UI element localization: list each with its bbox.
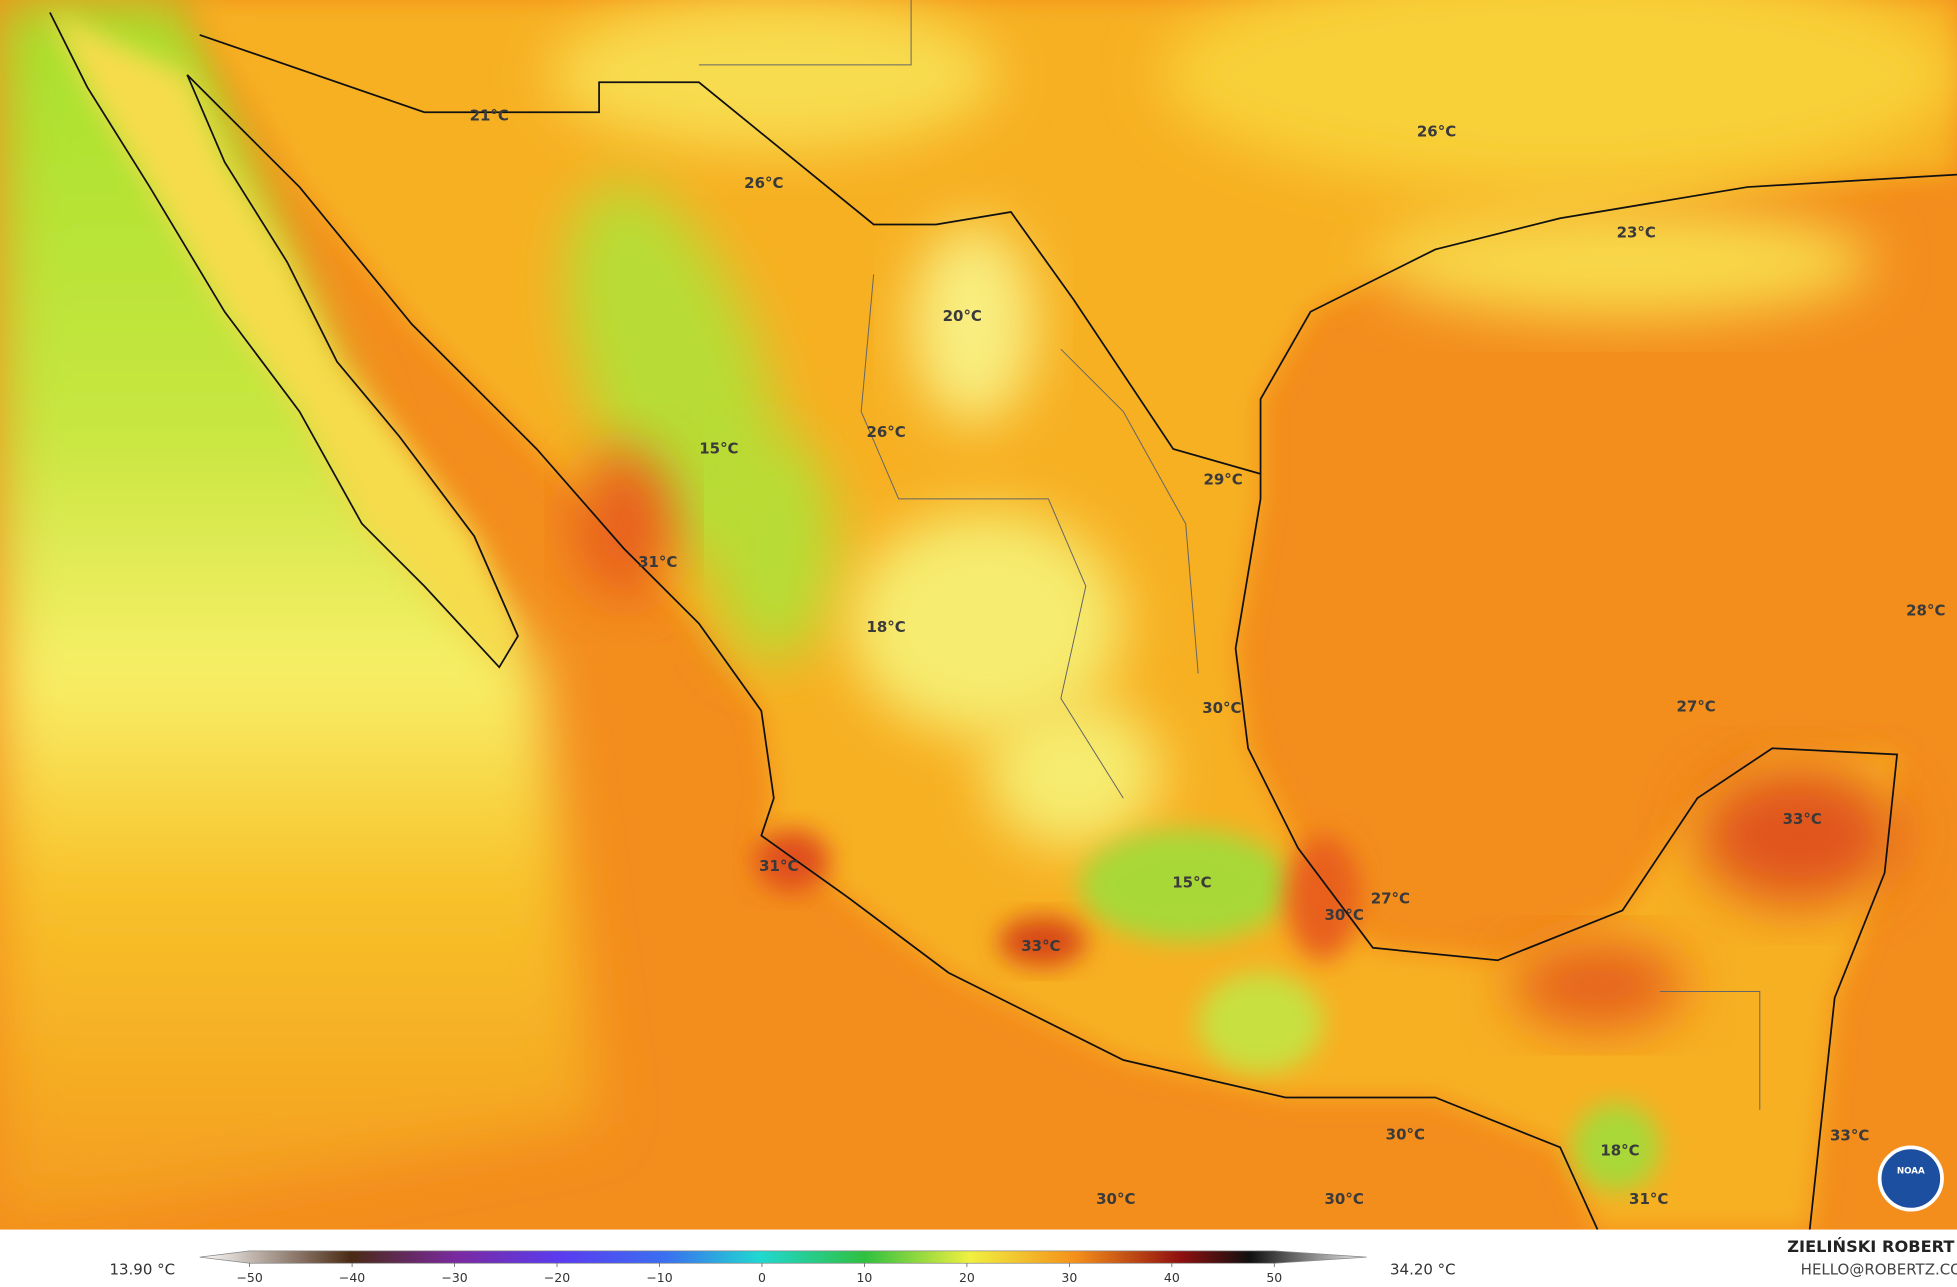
temperature-label: 30°C <box>1325 906 1364 924</box>
temperature-label: 33°C <box>1830 1127 1869 1145</box>
colorbar-tick-label: 0 <box>758 1270 766 1285</box>
temperature-label: 15°C <box>699 439 738 457</box>
noaa-logo: NOAA <box>1877 1145 1944 1212</box>
colorbar-tick-label: −40 <box>339 1270 365 1285</box>
temperature-label: 27°C <box>1676 698 1715 716</box>
author: ZIELIŃSKI ROBERT <box>1787 1237 1954 1256</box>
coastlines <box>49 12 1957 1230</box>
colorbar-tick-label: −30 <box>441 1270 467 1285</box>
temperature-label: 33°C <box>1021 937 1060 955</box>
logo-text: NOAA <box>1897 1167 1925 1177</box>
colorbar-tick-label: 30 <box>1061 1270 1077 1285</box>
temperature-label: 33°C <box>1783 810 1822 828</box>
temperature-label: 29°C <box>1203 471 1242 489</box>
temperature-label: 30°C <box>1386 1125 1425 1143</box>
temperature-label: 28°C <box>1906 602 1945 620</box>
colorbar <box>199 1250 1367 1264</box>
temperature-label: 21°C <box>470 106 509 124</box>
temperature-label: 26°C <box>866 423 905 441</box>
colorbar-tick-label: 10 <box>856 1270 872 1285</box>
temperature-label: 30°C <box>1325 1190 1364 1208</box>
temperature-label: 20°C <box>943 307 982 325</box>
map-background <box>0 0 1957 1230</box>
temperature-label: 26°C <box>744 174 783 192</box>
colorbar-tick-label: 40 <box>1164 1270 1180 1285</box>
max-label: 34.20 °C <box>1390 1261 1456 1279</box>
colorbar-tick-label: 20 <box>959 1270 975 1285</box>
temperature-label: 15°C <box>1172 873 1211 891</box>
colorbar-tick-label: −10 <box>646 1270 672 1285</box>
colorbar-ticks: −50 −40 −30 −20 −10 0 10 20 30 40 50 <box>236 1263 1282 1285</box>
temperature-label: 30°C <box>1202 699 1241 717</box>
borders <box>698 0 1761 1110</box>
temperature-label: 30°C <box>1096 1190 1135 1208</box>
temperature-label: 31°C <box>638 553 677 571</box>
temperature-labels: 21°C 26°C 26°C 23°C 20°C 26°C 15°C 29°C 31°C 18°C… <box>470 106 1946 1208</box>
min-label: 13.90 °C <box>109 1261 175 1279</box>
temperature-label: 23°C <box>1617 224 1656 242</box>
temperature-label: 31°C <box>1629 1190 1668 1208</box>
temperature-label: 18°C <box>866 618 905 636</box>
email: HELLO@ROBERTZ.CO <box>1801 1261 1957 1279</box>
temperature-label: 18°C <box>1600 1142 1639 1160</box>
colorbar-tick-label: −50 <box>236 1270 262 1285</box>
temperature-label: 26°C <box>1417 123 1456 141</box>
colorbar-tick-label: 50 <box>1266 1270 1282 1285</box>
temperature-label: 27°C <box>1371 890 1410 908</box>
colorbar-tick-label: −20 <box>544 1270 570 1285</box>
temperature-label: 31°C <box>759 857 798 875</box>
